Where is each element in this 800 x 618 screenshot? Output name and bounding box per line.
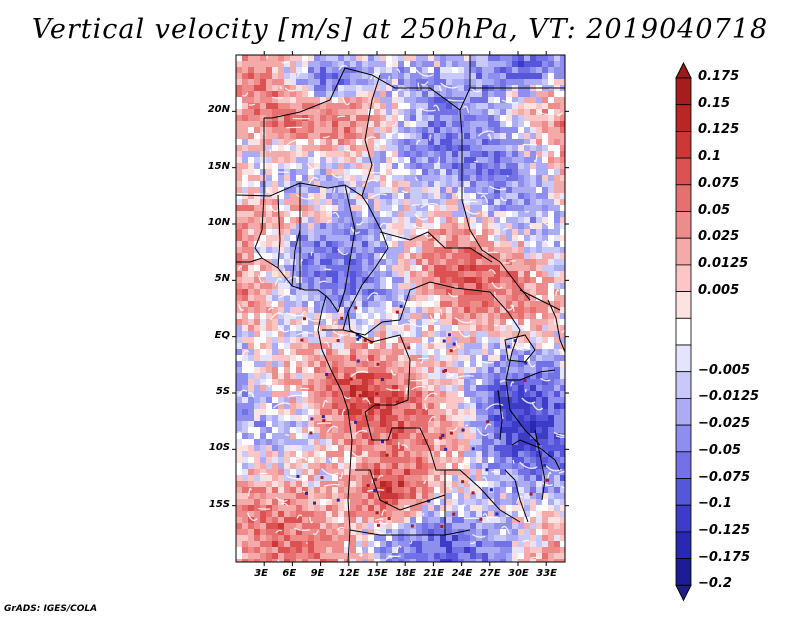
lon-tick-label: 21E [423, 568, 445, 579]
colorbar-label: −0.0125 [698, 389, 760, 405]
colorbar-swatch [675, 478, 692, 506]
lon-tick-label: 15E [367, 568, 388, 579]
colorbar-swatch [675, 264, 692, 292]
colorbar-swatch [675, 211, 692, 239]
lon-tick-label: 6E [282, 568, 297, 579]
colorbar-swatch [675, 424, 692, 453]
plot-frame [235, 54, 566, 563]
colorbar-swatch [675, 344, 692, 373]
lat-tick-label: 5S [215, 386, 230, 397]
colorbar-label: 0.0125 [698, 255, 749, 271]
country-borders [236, 55, 565, 562]
colorbar-swatch [675, 451, 692, 479]
colorbar-swatch [675, 157, 692, 186]
colorbar-swatch [675, 184, 692, 212]
lat-tick-label: 20N [207, 104, 230, 116]
lat-tick-label: 5N [214, 273, 230, 285]
colorbar-swatch [675, 371, 692, 399]
lat-tick-label: 15N [207, 160, 230, 172]
colorbar-swatch [675, 531, 692, 560]
colorbar-label: 0.05 [698, 202, 731, 218]
colorbar-label: −0.005 [698, 362, 751, 378]
map-title: Vertical velocity [m/s] at 250hPa, VT: 2… [31, 14, 769, 45]
colorbar-label: −0.075 [698, 469, 751, 485]
colorbar-label: 0.075 [698, 175, 740, 191]
lon-tick-label: 3E [254, 568, 268, 579]
colorbar-swatch [675, 104, 692, 132]
colorbar-bottom-arrow [675, 584, 692, 602]
lon-tick-label: 33E [536, 568, 557, 579]
colorbar-label: 0.15 [698, 95, 731, 111]
colorbar-swatch [675, 558, 692, 586]
colorbar-top-arrow [675, 61, 692, 79]
colorbar-label: 0.025 [698, 229, 740, 245]
colorbar-label: −0.175 [698, 549, 751, 565]
colorbar-label: −0.05 [698, 442, 741, 458]
velocity-field [236, 55, 565, 562]
colorbar-swatch [675, 397, 692, 426]
colorbar-label: −0.2 [698, 576, 732, 592]
colorbar-label: 0.1 [698, 149, 722, 165]
colorbar-swatch [675, 130, 692, 159]
colorbar-swatch [675, 77, 692, 106]
colorbar-swatch [675, 317, 692, 346]
lon-tick-label: 30E [508, 568, 529, 579]
lat-tick-label: 10S [208, 442, 230, 454]
lat-tick-label: 10N [207, 217, 230, 228]
colorbar-swatch [675, 504, 692, 533]
colorbar-label: −0.1 [698, 496, 732, 512]
colorbar [675, 61, 692, 602]
colorbar-label: 0.125 [698, 122, 740, 138]
lat-tick-label: EQ [214, 329, 230, 341]
axis-ticks [232, 51, 569, 566]
colorbar-swatch [675, 237, 692, 266]
lon-tick-label: 9E [310, 568, 325, 579]
lat-tick-label: 15S [208, 498, 230, 510]
grads-credit: GrADS: IGES/COLA [4, 604, 98, 614]
colorbar-label: −0.025 [698, 416, 751, 432]
colorbar-swatch [675, 291, 692, 319]
colorbar-label: 0.005 [698, 282, 740, 298]
colorbar-label: −0.125 [698, 522, 751, 538]
colorbar-label: 0.175 [698, 69, 740, 84]
lon-tick-label: 27E [479, 568, 501, 579]
lon-tick-label: 12E [338, 568, 360, 579]
lon-tick-label: 18E [395, 568, 416, 579]
lon-tick-label: 24E [451, 568, 473, 579]
